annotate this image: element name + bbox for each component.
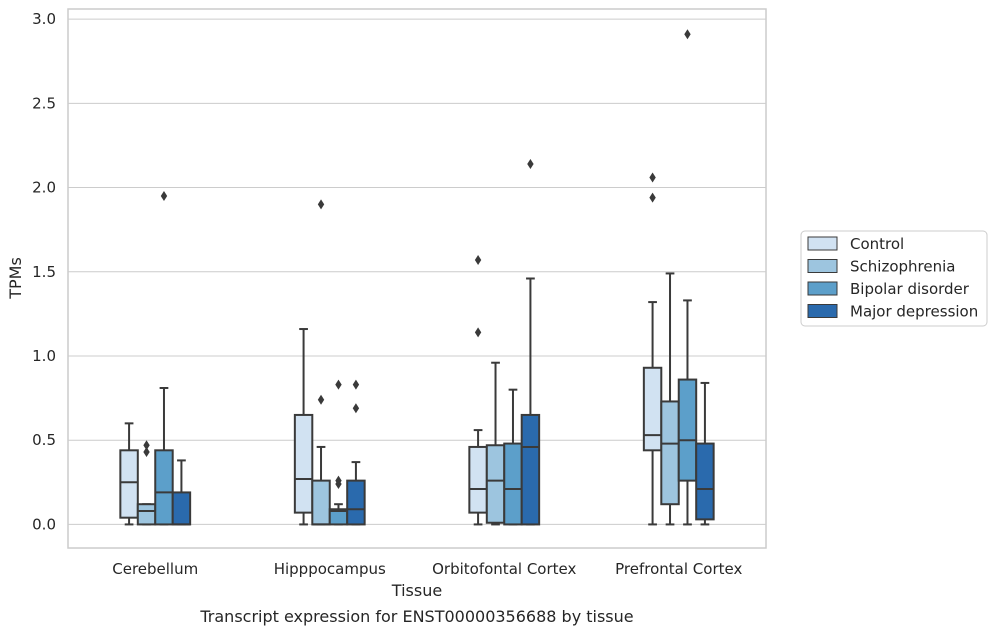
y-tick-label: 0.5 (32, 431, 56, 449)
x-tick-label: Cerebellum (112, 560, 198, 578)
iqr-box (119, 449, 139, 519)
legend-item: Schizophrenia (807, 258, 955, 276)
iqr-box (503, 442, 523, 526)
y-tick-labels: 0.0 0.5 1.0 1.5 2.0 2.5 3.0 (32, 10, 56, 533)
box-bipolar-disorder (328, 503, 349, 526)
outlier-point (474, 327, 482, 338)
outlier-point (352, 403, 360, 414)
iqr-box (695, 442, 715, 521)
legend-label: Schizophrenia (850, 258, 955, 276)
legend-swatch (807, 281, 838, 296)
box-bipolar-disorder (154, 386, 174, 526)
legend-swatch (807, 259, 838, 273)
legend-item: Bipolar disorder (807, 280, 970, 298)
box-major-depression (695, 381, 715, 526)
legend: Control Schizophrenia Bipolar disorder Majo… (800, 230, 988, 327)
iqr-box (311, 479, 331, 526)
legend-item: Control (807, 235, 904, 253)
box-bipolar-disorder (503, 388, 523, 526)
iqr-box (468, 445, 488, 514)
y-tick-label: 2.5 (32, 94, 56, 112)
legend-label: Bipolar disorder (850, 280, 970, 298)
x-tick-label: Orbitofontal Cortex (432, 560, 576, 578)
outlier-point (684, 29, 691, 40)
y-tick-label: 2.0 (32, 179, 56, 197)
outlier-point (317, 394, 325, 405)
box-schizophrenia (136, 503, 157, 526)
box-schizophrenia (485, 361, 506, 526)
y-axis-label: TPMs (6, 257, 25, 300)
outlier-point (160, 190, 168, 201)
iqr-box (154, 449, 174, 526)
chart-caption: Transcript expression for ENST0000035668… (199, 607, 633, 626)
outlier-point (143, 440, 150, 451)
outlier-point (527, 158, 534, 169)
outlier-point (143, 446, 150, 457)
box-schizophrenia (311, 445, 331, 526)
x-tick-labels: Cerebellum Hipppocampus Orbitofontal Corte… (112, 560, 742, 578)
box-control (293, 328, 314, 526)
box-control (468, 429, 488, 526)
iqr-box (520, 413, 541, 526)
plot-area-frame (67, 8, 767, 549)
box-major-depression (346, 461, 366, 526)
legend-item: Major depression (807, 303, 978, 321)
iqr-box (660, 400, 680, 506)
y-tick-label: 3.0 (32, 10, 56, 28)
x-tick-label: Hipppocampus (274, 560, 386, 578)
y-tick-label: 0.0 (32, 515, 56, 533)
boxes (119, 272, 715, 526)
legend-label: Control (850, 235, 904, 253)
grid-lines (68, 18, 766, 525)
legend-label: Major depression (850, 303, 978, 321)
legend-swatch (807, 236, 838, 251)
x-tick-label: Prefrontal Cortex (615, 560, 742, 578)
outlier-point (352, 379, 360, 390)
outlier-point (317, 199, 325, 210)
outlier-point (474, 254, 482, 265)
legend-swatch (807, 304, 838, 318)
outlier-point (649, 172, 656, 183)
box-major-depression (520, 277, 541, 526)
outlier-point (649, 192, 656, 203)
box-major-depression (171, 459, 192, 526)
legend-frame (800, 230, 988, 327)
iqr-box (485, 444, 506, 524)
box-schizophrenia (660, 272, 680, 526)
outliers (143, 29, 691, 489)
outlier-point (335, 475, 342, 486)
iqr-box (171, 491, 192, 526)
x-axis-label: Tissue (391, 581, 442, 600)
box-control (119, 422, 139, 526)
y-tick-label: 1.0 (32, 347, 56, 365)
box-bipolar-disorder (677, 299, 698, 526)
y-tick-label: 1.5 (32, 263, 56, 281)
iqr-box (293, 413, 314, 514)
box-control (642, 301, 663, 526)
iqr-box (136, 503, 157, 526)
iqr-box (642, 366, 663, 452)
iqr-box (677, 378, 698, 482)
iqr-box (346, 479, 366, 526)
outlier-point (335, 379, 342, 390)
legend-items: Control Schizophrenia Bipolar disorder Majo… (807, 235, 978, 321)
